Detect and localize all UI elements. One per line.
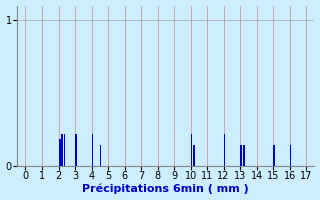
Bar — [273, 145, 275, 166]
Bar — [290, 145, 291, 166]
Bar — [100, 145, 101, 166]
Bar — [64, 134, 65, 166]
Bar — [224, 134, 225, 166]
Bar — [193, 145, 195, 166]
Bar — [75, 134, 77, 166]
Bar — [92, 134, 93, 166]
Bar — [240, 145, 242, 166]
X-axis label: Précipitations 6min ( mm ): Précipitations 6min ( mm ) — [83, 184, 249, 194]
Bar — [243, 145, 244, 166]
Bar — [61, 134, 63, 166]
Bar — [191, 134, 192, 166]
Bar — [59, 139, 61, 166]
